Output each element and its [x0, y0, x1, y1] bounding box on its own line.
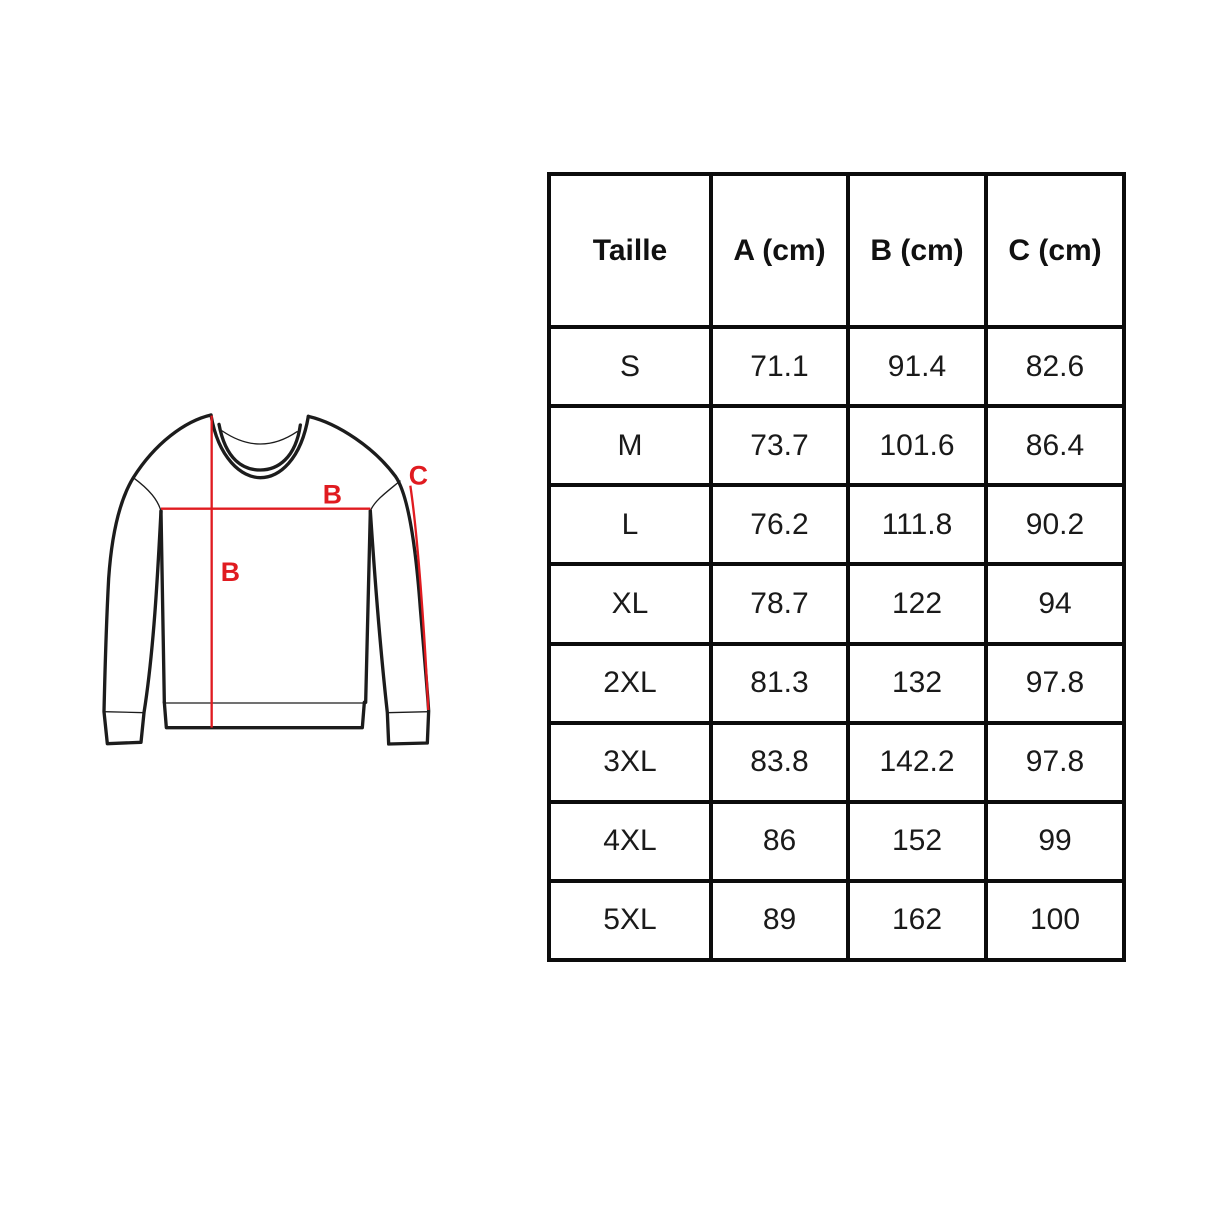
left-cuff-top-line: [103, 711, 145, 714]
column-header: C (cm): [984, 172, 1126, 329]
column-header: A (cm): [709, 172, 850, 329]
measurement-cell: 122: [846, 562, 988, 646]
size-table-header: Taille A (cm) B (cm) C (cm): [547, 172, 1126, 329]
measurement-cell: 142.2: [846, 720, 988, 804]
size-cell: 3XL: [547, 720, 713, 804]
measure-label-length: B: [221, 557, 240, 587]
measure-label-chest: B: [323, 480, 342, 510]
measurement-cell: 71.1: [709, 324, 850, 409]
size-cell: M: [547, 404, 713, 488]
measurement-cell: 99: [984, 799, 1126, 883]
size-cell: S: [547, 324, 713, 409]
size-cell: 5XL: [547, 878, 713, 963]
sweatshirt-diagram: B B C: [102, 413, 431, 746]
measurement-cell: 100: [984, 878, 1126, 963]
sweatshirt-collar-outer: [209, 413, 310, 480]
table-row: M 73.7 101.6 86.4: [547, 404, 1126, 488]
sweatshirt-collar-inner: [217, 422, 302, 472]
sweatshirt-body-right-edge: [363, 509, 372, 704]
measurement-cell: 94: [984, 562, 1126, 646]
right-cuff-top-line: [386, 711, 430, 714]
column-header: B (cm): [846, 172, 988, 329]
measurement-cell: 162: [846, 878, 988, 963]
measurement-cell: 97.8: [984, 720, 1126, 804]
table-row: 2XL 81.3 132 97.8: [547, 641, 1126, 725]
measurement-cell: 73.7: [709, 404, 850, 488]
size-table: Taille A (cm) B (cm) C (cm) S 71.1 91.4 82.6 M 7…: [547, 172, 1126, 963]
measurement-cell: 78.7: [709, 562, 850, 646]
sweatshirt-right-sleeve: [306, 414, 431, 746]
sweatshirt-left-sleeve: [102, 413, 213, 746]
measure-line-sleeve: [409, 485, 430, 711]
measurement-cell: 82.6: [984, 324, 1126, 409]
table-row: 5XL 89 162 100: [547, 878, 1126, 963]
measurement-cell: 90.2: [984, 483, 1126, 567]
size-cell: L: [547, 483, 713, 567]
table-row: 4XL 86 152 99: [547, 799, 1126, 883]
measurement-cell: 89: [709, 878, 850, 963]
table-row: L 76.2 111.8 90.2: [547, 483, 1126, 567]
measure-label-sleeve: C: [409, 460, 428, 490]
size-cell: 2XL: [547, 641, 713, 725]
measurement-cell: 152: [846, 799, 988, 883]
size-cell: XL: [547, 562, 713, 646]
measurement-cell: 132: [846, 641, 988, 725]
table-row: 3XL 83.8 142.2 97.8: [547, 720, 1126, 804]
measurement-cell: 76.2: [709, 483, 850, 567]
measurement-cell: 83.8: [709, 720, 850, 804]
size-cell: 4XL: [547, 799, 713, 883]
measurement-cell: 111.8: [846, 483, 988, 567]
table-row: S 71.1 91.4 82.6: [547, 324, 1126, 409]
sweatshirt-body-left-edge: [159, 509, 166, 704]
measurement-cell: 86.4: [984, 404, 1126, 488]
right-armhole-seam: [369, 480, 401, 512]
sweatshirt-hem-band: [162, 700, 366, 730]
measurement-cell: 91.4: [846, 324, 988, 409]
left-armhole-seam: [132, 476, 162, 512]
measurement-cell: 97.8: [984, 641, 1126, 725]
measurement-cell: 101.6: [846, 404, 988, 488]
collar-back-line: [221, 430, 298, 445]
measurement-cell: 86: [709, 799, 850, 883]
header-row: Taille A (cm) B (cm) C (cm): [547, 172, 1126, 329]
size-table-body: S 71.1 91.4 82.6 M 73.7 101.6 86.4 L 76.2 111.8 90.…: [547, 324, 1126, 963]
column-header: Taille: [547, 172, 713, 329]
measurement-cell: 81.3: [709, 641, 850, 725]
table-row: XL 78.7 122 94: [547, 562, 1126, 646]
